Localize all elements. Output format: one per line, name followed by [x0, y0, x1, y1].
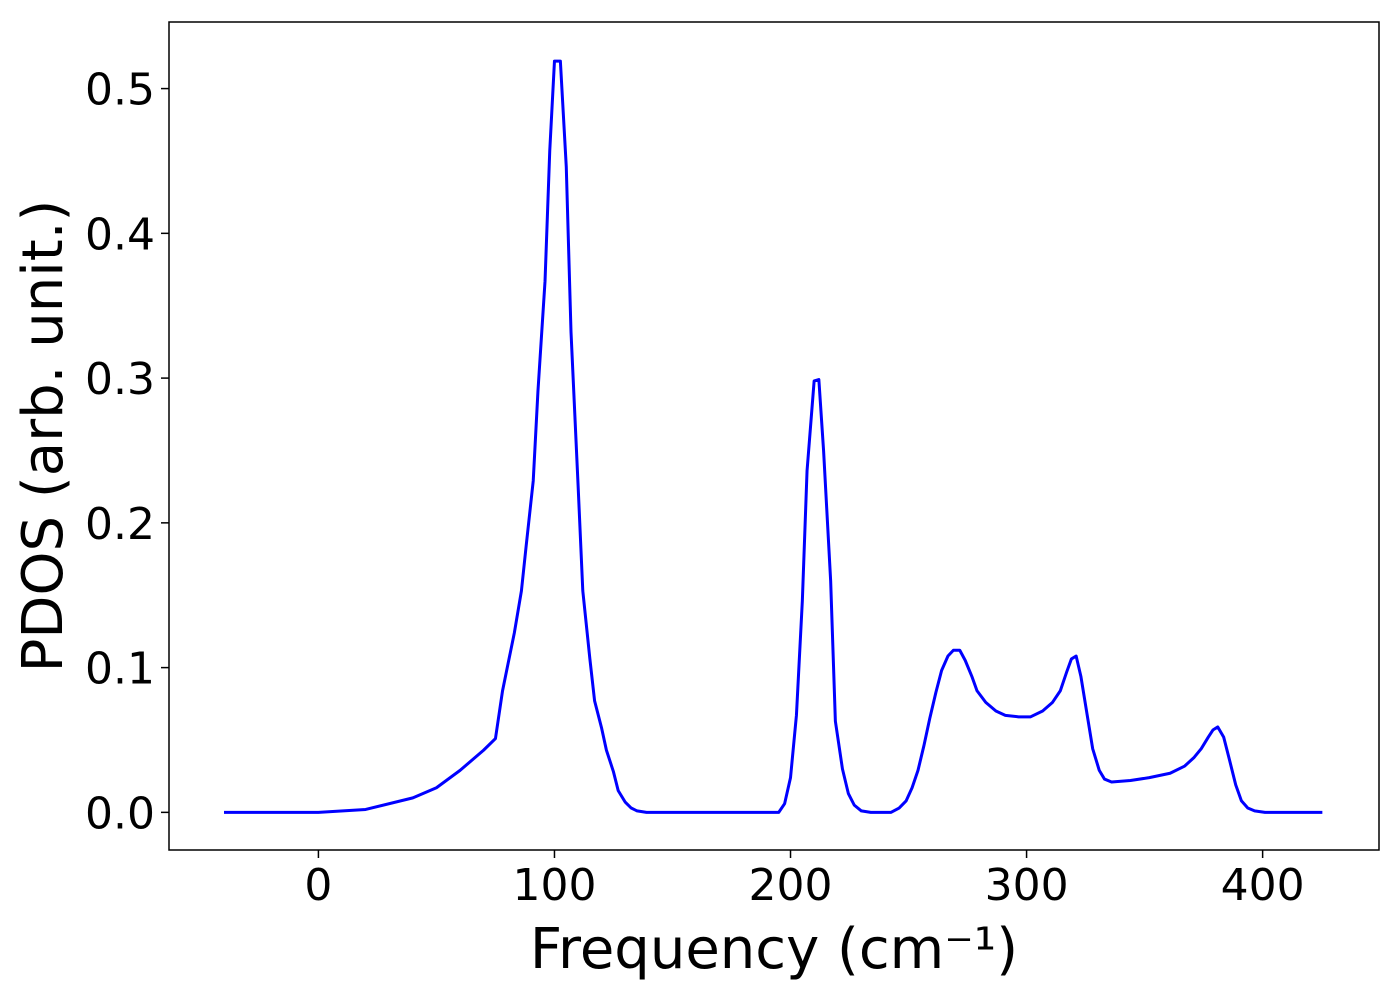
- line-series: [224, 59, 1323, 814]
- x-tick-label: 400: [1221, 860, 1305, 911]
- y-axis-label: PDOS (arb. unit.): [11, 200, 76, 673]
- x-tick-label: 300: [985, 860, 1069, 911]
- y-tick-label: 0.0: [85, 788, 155, 839]
- y-tick-label: 0.5: [85, 65, 155, 116]
- x-axis-label: Frequency (cm⁻¹): [530, 917, 1018, 982]
- x-tick-label: 100: [512, 860, 596, 911]
- plot-frame: [168, 21, 1380, 851]
- y-tick-label: 0.3: [85, 354, 155, 405]
- x-tick-label: 200: [749, 860, 833, 911]
- y-tick-label: 0.4: [85, 209, 155, 260]
- x-tick-label: 0: [304, 860, 332, 911]
- y-tick-label: 0.1: [85, 644, 155, 695]
- y-tick-label: 0.2: [85, 499, 155, 550]
